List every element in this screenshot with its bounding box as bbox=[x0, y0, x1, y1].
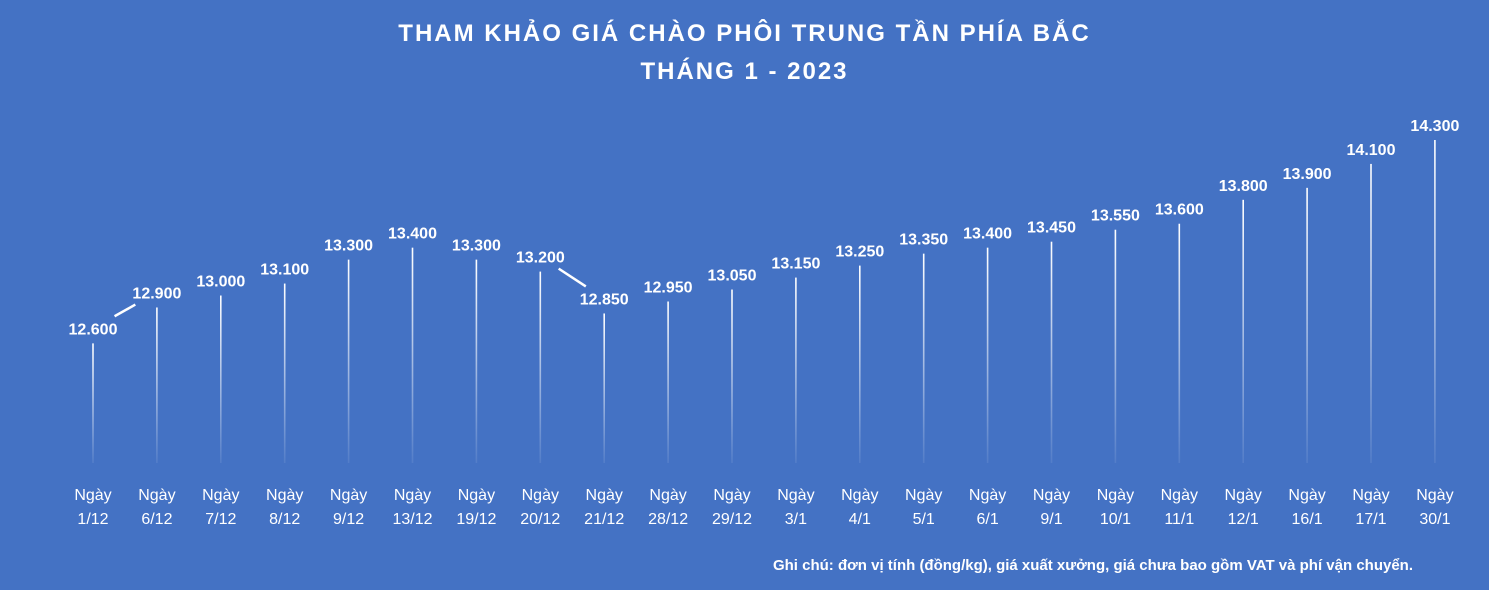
chart-subtitle: THÁNG 1 - 2023 bbox=[640, 58, 849, 85]
drop-line bbox=[1370, 163, 1372, 464]
series-line-segment bbox=[557, 267, 587, 288]
drop-line bbox=[539, 271, 542, 463]
x-tick-label: Ngày bbox=[905, 487, 942, 504]
x-tick-label: 13/12 bbox=[392, 511, 432, 528]
data-label: 14.300 bbox=[1410, 118, 1459, 135]
data-label: 13.300 bbox=[324, 238, 373, 255]
footnote: Ghi chú: đơn vị tính (đồng/kg), giá xuất… bbox=[772, 557, 1413, 574]
x-tick-label: 21/12 bbox=[584, 511, 624, 528]
drop-line bbox=[1050, 241, 1053, 463]
x-tick-label: 4/1 bbox=[849, 511, 871, 528]
data-label: 13.450 bbox=[1027, 220, 1076, 237]
data-label: 13.200 bbox=[516, 250, 565, 267]
drop-line bbox=[986, 247, 989, 463]
drop-line bbox=[1114, 229, 1117, 463]
drop-line bbox=[603, 313, 605, 463]
data-label: 13.150 bbox=[771, 256, 820, 273]
data-label: 12.900 bbox=[132, 285, 181, 302]
x-tick-label: Ngày bbox=[713, 487, 750, 504]
x-tick-label: Ngày bbox=[330, 487, 367, 504]
x-tick-label: 11/1 bbox=[1164, 511, 1194, 528]
data-label: 13.100 bbox=[260, 262, 309, 279]
drop-line bbox=[411, 247, 414, 463]
drop-line bbox=[1434, 140, 1436, 463]
x-tick-label: Ngày bbox=[458, 487, 495, 504]
x-tick-label: Ngày bbox=[969, 487, 1006, 504]
data-label: 13.350 bbox=[899, 232, 948, 249]
x-tick-label: 16/1 bbox=[1292, 511, 1323, 528]
data-label: 12.950 bbox=[644, 280, 693, 297]
x-tick-label: 10/1 bbox=[1100, 511, 1131, 528]
series-line-segment bbox=[113, 303, 136, 318]
x-tick-label: 17/1 bbox=[1355, 511, 1386, 528]
x-tick-label: Ngày bbox=[841, 487, 878, 504]
x-tick-label: 30/1 bbox=[1419, 511, 1450, 528]
drop-line bbox=[1242, 199, 1244, 463]
drop-line bbox=[1178, 223, 1181, 463]
x-tick-label: Ngày bbox=[1097, 487, 1134, 504]
x-tick-label: Ngày bbox=[1225, 487, 1262, 504]
data-label: 13.550 bbox=[1091, 208, 1140, 225]
x-tick-label: Ngày bbox=[1288, 487, 1325, 504]
data-label: 13.800 bbox=[1219, 178, 1268, 195]
x-tick-label: Ngày bbox=[394, 487, 431, 504]
data-label: 13.900 bbox=[1283, 166, 1332, 183]
x-tick-label: 1/12 bbox=[77, 511, 108, 528]
data-label: 12.850 bbox=[580, 291, 629, 308]
drop-line bbox=[731, 289, 733, 463]
drop-line bbox=[283, 283, 286, 463]
drop-line bbox=[859, 265, 861, 463]
x-tick-label: Ngày bbox=[1161, 487, 1198, 504]
x-tick-label: 5/1 bbox=[913, 511, 935, 528]
x-tick-label: Ngày bbox=[649, 487, 686, 504]
drop-line bbox=[795, 277, 797, 463]
x-tick-label: Ngày bbox=[1352, 487, 1389, 504]
x-tick-label: Ngày bbox=[138, 487, 175, 504]
chart-title: THAM KHẢO GIÁ CHÀO PHÔI TRUNG TẦN PHÍA B… bbox=[398, 20, 1091, 47]
x-tick-label: 9/1 bbox=[1040, 511, 1062, 528]
drop-line bbox=[92, 343, 94, 463]
x-tick-label: Ngày bbox=[202, 487, 239, 504]
x-tick-label: Ngày bbox=[522, 487, 559, 504]
drop-line bbox=[667, 301, 669, 463]
drop-line bbox=[922, 253, 925, 463]
x-tick-label: Ngày bbox=[586, 487, 623, 504]
x-tick-label: 19/12 bbox=[456, 511, 496, 528]
drop-line bbox=[347, 259, 350, 463]
data-label: 13.000 bbox=[196, 274, 245, 291]
drop-line bbox=[1306, 187, 1308, 463]
x-tick-label: 20/12 bbox=[520, 511, 560, 528]
drop-line bbox=[220, 295, 222, 463]
x-tick-label: 9/12 bbox=[333, 511, 364, 528]
x-tick-label: 3/1 bbox=[785, 511, 807, 528]
data-label: 13.300 bbox=[452, 238, 501, 255]
data-label: 13.400 bbox=[388, 226, 437, 243]
data-label: 12.600 bbox=[69, 321, 118, 338]
x-tick-label: 8/12 bbox=[269, 511, 300, 528]
drop-line bbox=[156, 307, 158, 463]
data-label: 13.400 bbox=[963, 226, 1012, 243]
x-tick-label: 28/12 bbox=[648, 511, 688, 528]
x-tick-label: Ngày bbox=[777, 487, 814, 504]
data-label: 13.050 bbox=[708, 268, 757, 285]
data-label: 13.250 bbox=[835, 244, 884, 261]
x-tick-label: Ngày bbox=[1033, 487, 1070, 504]
x-tick-label: Ngày bbox=[266, 487, 303, 504]
drop-line bbox=[475, 259, 478, 463]
x-tick-label: 12/1 bbox=[1228, 511, 1259, 528]
x-tick-label: 7/12 bbox=[205, 511, 236, 528]
x-tick-label: 6/12 bbox=[141, 511, 172, 528]
x-tick-label: 6/1 bbox=[976, 511, 998, 528]
x-tick-label: 29/12 bbox=[712, 511, 752, 528]
x-tick-label: Ngày bbox=[74, 487, 111, 504]
data-label: 13.600 bbox=[1155, 202, 1204, 219]
x-tick-label: Ngày bbox=[1416, 487, 1453, 504]
data-label: 14.100 bbox=[1347, 142, 1396, 159]
